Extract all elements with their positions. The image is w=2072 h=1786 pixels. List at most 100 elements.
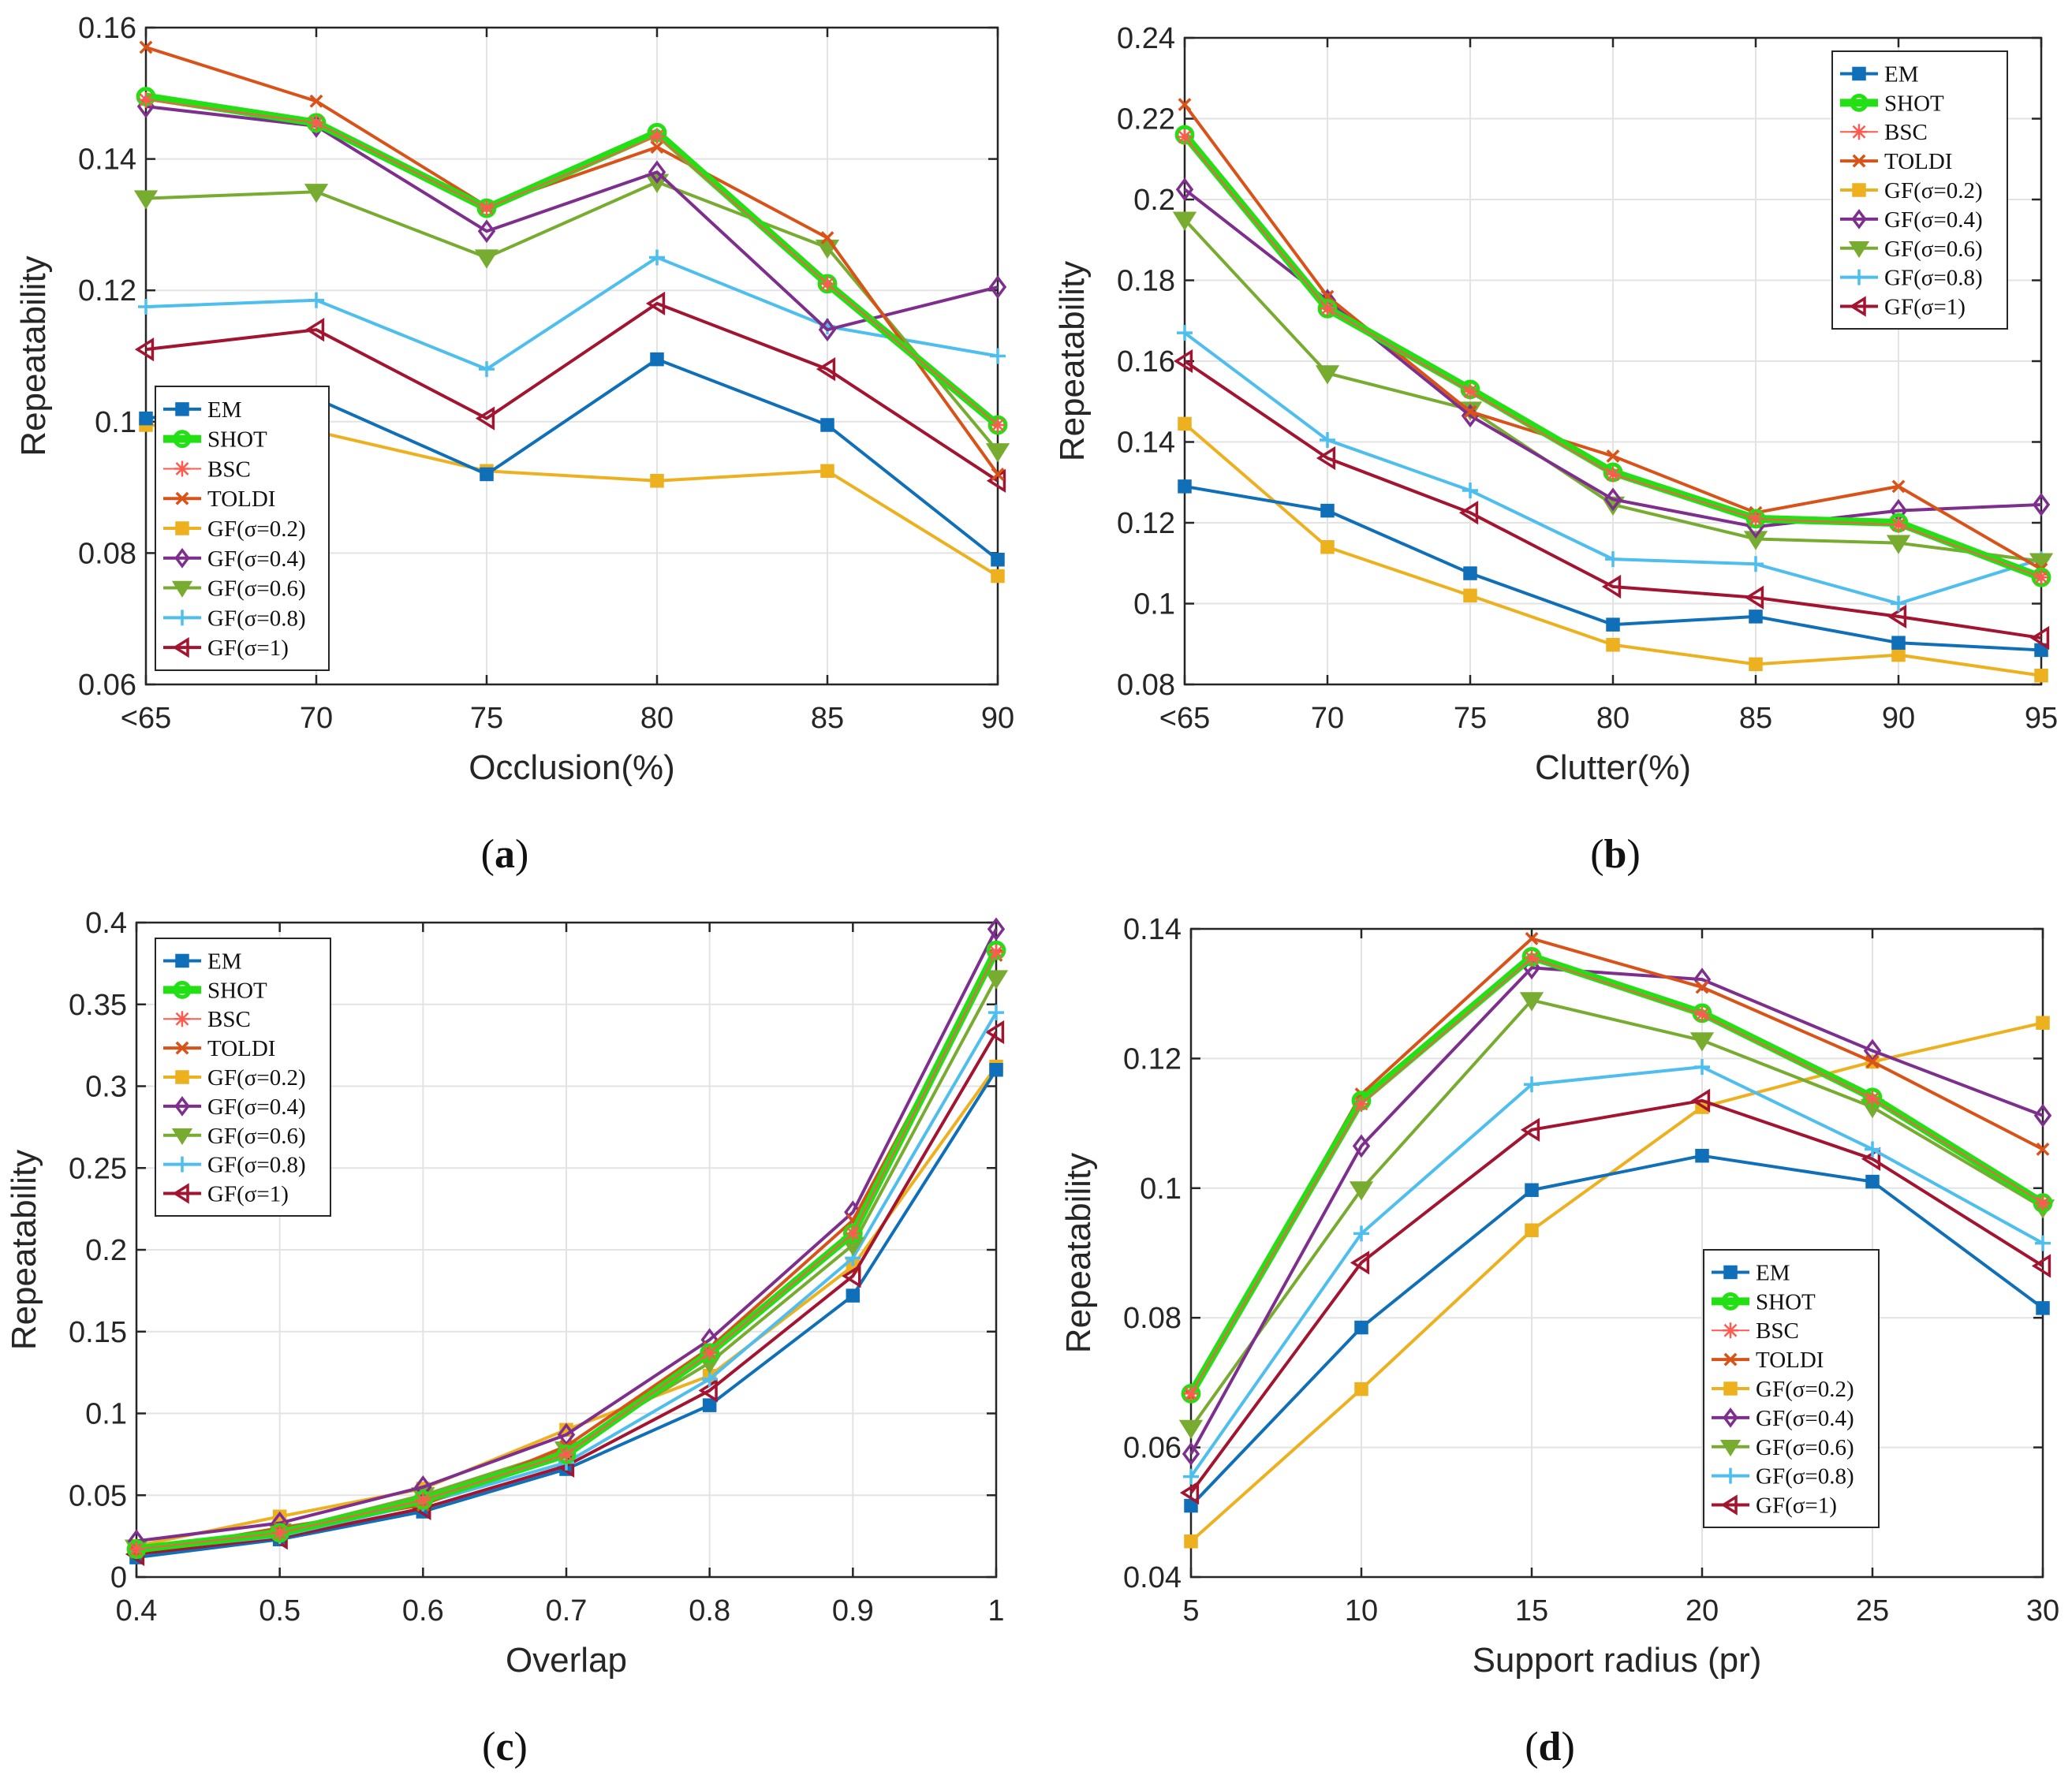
panel-d-point-gf-s0-6 (1519, 992, 1544, 1012)
panel-d-legend-marker (1719, 1440, 1742, 1457)
panel-b-ytick-label: 0.2 (1133, 184, 1175, 217)
panel-c-legend-marker (173, 980, 192, 999)
panel-d-series-gf-s0-2 (1184, 1016, 2050, 1549)
panel-c-legend-entry-gf-s0-8: GF(σ=0.8) (163, 1153, 306, 1178)
panel-a-legend-entry-gf-s0-6: GF(σ=0.6) (163, 576, 306, 602)
panel-d-ytick-label: 0.06 (1123, 1432, 1182, 1465)
panel-a-point-gf-s0-2 (820, 464, 834, 479)
panel-b-legend-label: EM (1884, 62, 1919, 87)
panel-a-legend-label: GF(σ=1) (207, 636, 289, 661)
panel-a-legend: EM SHOT BSC TOLDI GF(σ=0.2) GF(σ=0.4) GF(σ=0.6… (155, 386, 330, 671)
panel-c-xtick-label: 1 (987, 1594, 1004, 1628)
panel-a-legend-label: GF(σ=0.4) (207, 546, 306, 572)
panel-b-point-toldi (1891, 479, 1906, 494)
panel-d-legend-entry-bsc: BSC (1712, 1318, 1799, 1344)
panel-b-point-bsc (1320, 300, 1335, 317)
panel-a-ytick-label: 0.06 (78, 669, 136, 702)
panel-d-legend-marker (1723, 1352, 1738, 1367)
panel-d-legend-entry-gf-s0-4: GF(σ=0.4) (1712, 1406, 1854, 1431)
panel-d-line-gf-s0-8 (1189, 1065, 2044, 1478)
panel-d-xtick-label: 10 (1345, 1594, 1378, 1628)
panel-c-legend-label: GF(σ=0.2) (207, 1065, 306, 1091)
panel-a-point-gf-s0-6 (985, 443, 1010, 463)
panel-b-legend-marker (1851, 124, 1867, 140)
panel-b-point-gf-s0-2 (2034, 668, 2048, 683)
panel-a-point-toldi (309, 94, 323, 108)
panel-b-point-bsc (1462, 383, 1478, 400)
panel-d-point-em (1695, 1148, 1709, 1163)
panel-d-ytick-label: 0.08 (1123, 1302, 1182, 1335)
panel-a-line-gf-s0-8 (145, 255, 999, 371)
panel-c-point-gf-s0-6 (984, 970, 1009, 990)
panel-d-label-open: ( (1525, 1724, 1538, 1769)
panel-d-legend-label: TOLDI (1756, 1348, 1824, 1373)
panel-a-point-bsc (308, 114, 324, 131)
panel-c-xtick-label: 0.5 (259, 1594, 301, 1628)
panel-b-point-gf-s0-6 (1315, 365, 1340, 385)
panel-a-xlabel: Occlusion(%) (469, 748, 675, 787)
panel-c-ytick-label: 0.2 (85, 1234, 127, 1267)
panel-a-legend-entry-gf-s0-8: GF(σ=0.8) (163, 606, 306, 631)
panel-b-ytick-label: 0.08 (1117, 669, 1175, 702)
panel-d-legend-entry-em: EM (1712, 1260, 1790, 1285)
panel-a-point-gf-s1 (645, 291, 666, 316)
panel-d-line-gf-s0-4 (1189, 966, 2044, 1455)
panel-c-ytick-label: 0.25 (69, 1152, 127, 1185)
panel-c-point-bsc (845, 1225, 861, 1242)
panel-a-legend-marker (174, 610, 190, 626)
panel-c-legend-marker (174, 1156, 190, 1173)
panel-a-point-gf-s1 (816, 357, 836, 382)
panel-b-point-gf-s0-4 (1175, 177, 1194, 202)
panel-d-line-em (1189, 1154, 2044, 1507)
panel-b-legend-marker (1848, 241, 1870, 259)
panel-a-point-toldi (820, 231, 834, 244)
panel-d-point-gf-s0-4 (1352, 1134, 1371, 1158)
panel-b-label-letter: b (1604, 832, 1627, 877)
panel-a-ytick-label: 0.16 (78, 12, 136, 45)
panel-c-legend-entry-toldi: TOLDI (163, 1036, 275, 1061)
panel-d-point-gf-s0-2 (1525, 1223, 1539, 1237)
panel-b-point-bsc (2033, 569, 2049, 586)
panel-c-legend-entry-shot: SHOT (163, 978, 267, 1003)
panel-d-axes-box (1189, 927, 2044, 1579)
panel-a-legend-label: EM (207, 397, 242, 423)
panel-b-xtick-label: 85 (1739, 702, 1772, 735)
panel-d-legend-entry-gf-s0-2: GF(σ=0.2) (1712, 1377, 1854, 1402)
panel-a-legend-marker (172, 636, 189, 658)
panel-b-series-em (1178, 479, 2048, 658)
panel-d-series-em (1184, 1148, 2050, 1513)
panel-a-legend-marker (171, 580, 193, 598)
panel-a-point-gf-s0-2 (991, 569, 1005, 584)
panel-b-ytick-label: 0.16 (1117, 345, 1175, 378)
panel-d-point-toldi (1865, 1055, 1880, 1068)
panel-c-ytick-label: 0.15 (69, 1316, 127, 1349)
panel-d-point-gf-s0-8 (1353, 1225, 1369, 1242)
panel-a-legend-entry-toldi: TOLDI (163, 487, 275, 512)
panel-b-line-gf-s1 (1183, 360, 2042, 640)
panel-d-legend-label: EM (1756, 1260, 1790, 1285)
panel-b-series-bsc (1177, 129, 2049, 586)
panel-a-legend-entry-gf-s1: GF(σ=1) (163, 636, 289, 661)
panel-d-label: (d) (1525, 1724, 1575, 1769)
panel-a-xtick-label: 75 (470, 702, 503, 735)
panel-b-point-gf-s0-6 (1172, 211, 1197, 231)
panel-b: <65 70 75 80 85 90 95 0.08 0.1 0.12 0.14 0.16 0.18 0.… (1053, 22, 2058, 877)
panel-a-point-em (650, 352, 664, 367)
panel-a-point-bsc (819, 275, 835, 292)
panel-d-point-gf-s1 (1690, 1088, 1711, 1113)
panel-b-point-gf-s1 (2029, 625, 2050, 651)
panel-d-point-gf-s0-2 (1354, 1381, 1368, 1396)
panel-b-legend-entry-bsc: BSC (1840, 120, 1928, 145)
panel-d-line-shot (1187, 953, 2045, 1396)
panel-a-point-gf-s0-4 (477, 219, 496, 244)
panel-d-point-gf-s0-8 (1694, 1059, 1710, 1076)
panel-c-legend-marker (171, 1128, 193, 1146)
panel-d-legend-marker (1723, 1265, 1738, 1280)
panel-a-series-bsc (138, 91, 1006, 433)
panel-c-point-bsc (558, 1446, 574, 1463)
panel-c-legend-marker (172, 1183, 189, 1204)
panel-c-legend-marker (174, 1011, 190, 1027)
panel-b-legend-entry-gf-s0-6: GF(σ=0.6) (1840, 237, 1983, 262)
panel-c-xtick-label: 0.8 (689, 1594, 730, 1628)
panel-a-legend-marker (173, 430, 192, 449)
